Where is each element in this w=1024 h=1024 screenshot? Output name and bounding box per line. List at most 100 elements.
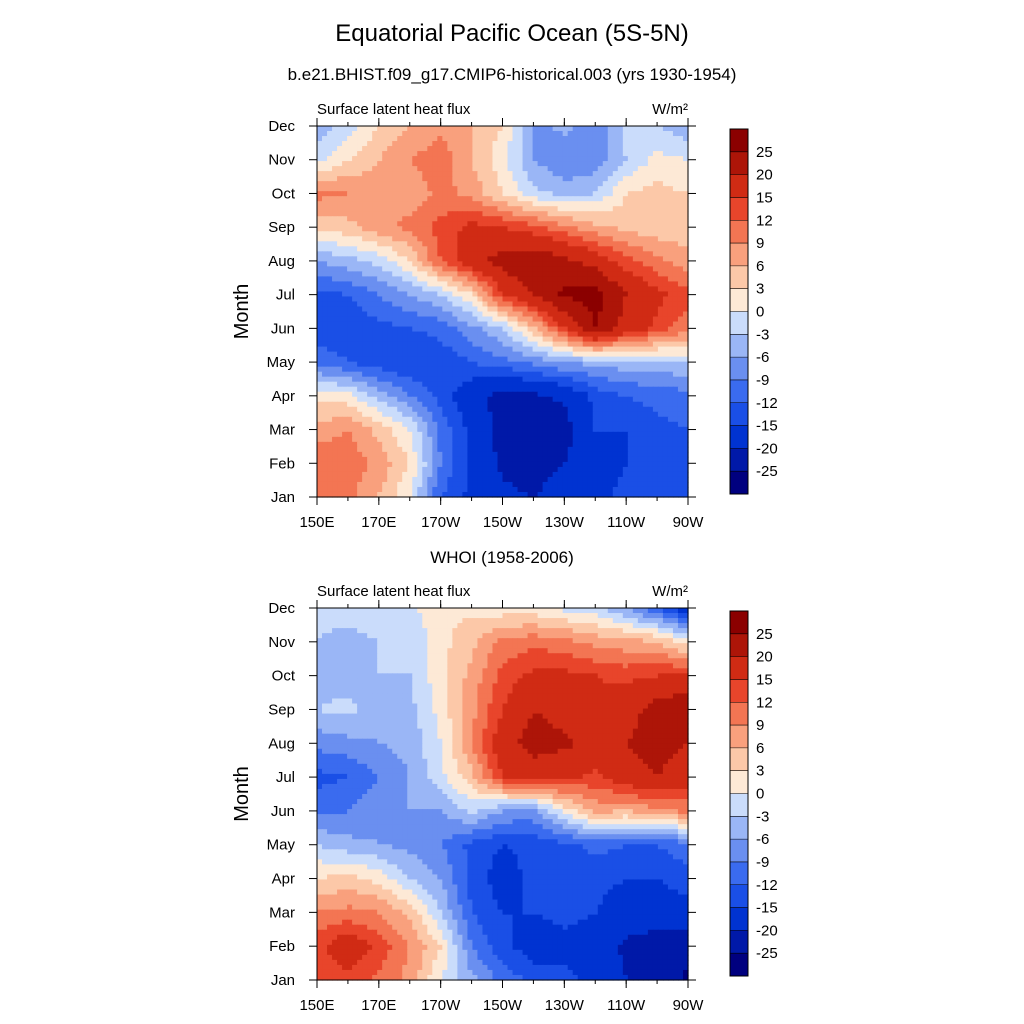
heatmap-cell [447, 371, 453, 378]
heatmap-cell [632, 346, 639, 353]
heatmap-cell [572, 351, 579, 358]
heatmap-cell [382, 386, 388, 393]
heatmap-cell [367, 456, 373, 463]
heatmap-cell [382, 366, 388, 373]
heatmap-cell [432, 186, 438, 192]
heatmap-cell [572, 146, 579, 152]
heatmap-cell [432, 306, 438, 313]
heatmap-cell [597, 301, 604, 308]
heatmap-cell [667, 281, 674, 288]
heatmap-cell [497, 311, 504, 318]
heatmap-cell [367, 156, 373, 162]
heatmap-cell [507, 351, 514, 358]
heatmap-cell [332, 316, 338, 323]
heatmap-cell [472, 131, 479, 137]
heatmap-cell [682, 451, 689, 458]
heatmap-cell [572, 371, 579, 378]
heatmap-cell [442, 266, 448, 272]
heatmap-cell [467, 191, 474, 197]
heatmap-cell [647, 186, 654, 192]
heatmap-cell [487, 321, 494, 328]
heatmap-cell [567, 411, 574, 418]
heatmap-cell [392, 351, 398, 358]
heatmap-cell [427, 146, 433, 152]
heatmap-cell [387, 421, 393, 428]
heatmap-cell [587, 201, 594, 207]
heatmap-cell [627, 446, 634, 453]
heatmap-cell [557, 171, 564, 177]
heatmap-cell [442, 231, 448, 237]
heatmap-cell [332, 271, 338, 277]
heatmap-cell [617, 401, 624, 408]
heatmap-cell [572, 201, 579, 207]
heatmap-cell [467, 256, 474, 262]
heatmap-cell [342, 426, 348, 433]
heatmap-cell [542, 396, 549, 403]
heatmap-cell [522, 136, 529, 142]
heatmap-cell [677, 426, 684, 433]
heatmap-cell [477, 401, 484, 408]
heatmap-cell [507, 421, 514, 428]
heatmap-cell [527, 421, 534, 428]
heatmap-cell [362, 426, 368, 433]
heatmap-cell [507, 236, 514, 242]
heatmap-cell [507, 186, 514, 192]
heatmap-cell [662, 191, 669, 197]
heatmap-cell [487, 456, 494, 463]
heatmap-cell [412, 436, 418, 443]
heatmap-cell [317, 346, 323, 353]
heatmap-cell [342, 271, 348, 277]
heatmap-cell [522, 166, 529, 172]
heatmap-cell [407, 201, 413, 207]
heatmap-cell [587, 346, 594, 353]
heatmap-cell [342, 301, 348, 308]
heatmap-cell [377, 431, 383, 438]
heatmap-cell [437, 176, 443, 182]
heatmap-cell [502, 231, 509, 237]
heatmap-cell [572, 196, 579, 202]
heatmap-cell [362, 456, 368, 463]
heatmap-cell [392, 281, 398, 288]
heatmap-cell [337, 141, 343, 147]
heatmap-cell [352, 356, 358, 363]
heatmap-cell [467, 186, 474, 192]
heatmap-cell [432, 276, 438, 283]
heatmap-cell [557, 151, 564, 157]
heatmap-cell [497, 351, 504, 358]
heatmap-cell [447, 281, 453, 288]
heatmap-cell [597, 276, 604, 283]
heatmap-cell [497, 321, 504, 328]
heatmap-cell [472, 146, 479, 152]
heatmap-cell [317, 201, 323, 207]
heatmap-cell [412, 381, 418, 388]
heatmap-cell [647, 356, 654, 363]
heatmap-cell [587, 426, 594, 433]
heatmap-cell [577, 421, 584, 428]
heatmap-cell [357, 306, 363, 313]
heatmap-cell [332, 456, 338, 463]
heatmap-cell [672, 226, 679, 232]
heatmap-cell [562, 161, 569, 167]
heatmap-cell [437, 321, 443, 328]
heatmap-cell [337, 416, 343, 423]
heatmap-cell [377, 131, 383, 137]
heatmap-cell [447, 231, 453, 237]
heatmap-cell [387, 186, 393, 192]
heatmap-cell [337, 186, 343, 192]
heatmap-cell [632, 411, 639, 418]
heatmap-cell [522, 196, 529, 202]
heatmap-cell [542, 336, 549, 343]
heatmap-cell [382, 151, 388, 157]
heatmap-cell [367, 271, 373, 277]
heatmap-cell [452, 436, 458, 443]
heatmap-cell [377, 316, 383, 323]
heatmap-cell [532, 296, 539, 303]
heatmap-cell [612, 206, 619, 212]
heatmap-cell [667, 291, 674, 298]
heatmap-cell [437, 271, 443, 277]
heatmap-cell [557, 126, 564, 132]
heatmap-cell [367, 221, 373, 227]
heatmap-cell [327, 416, 333, 423]
heatmap-cell [402, 196, 408, 202]
heatmap-cell [597, 156, 604, 162]
